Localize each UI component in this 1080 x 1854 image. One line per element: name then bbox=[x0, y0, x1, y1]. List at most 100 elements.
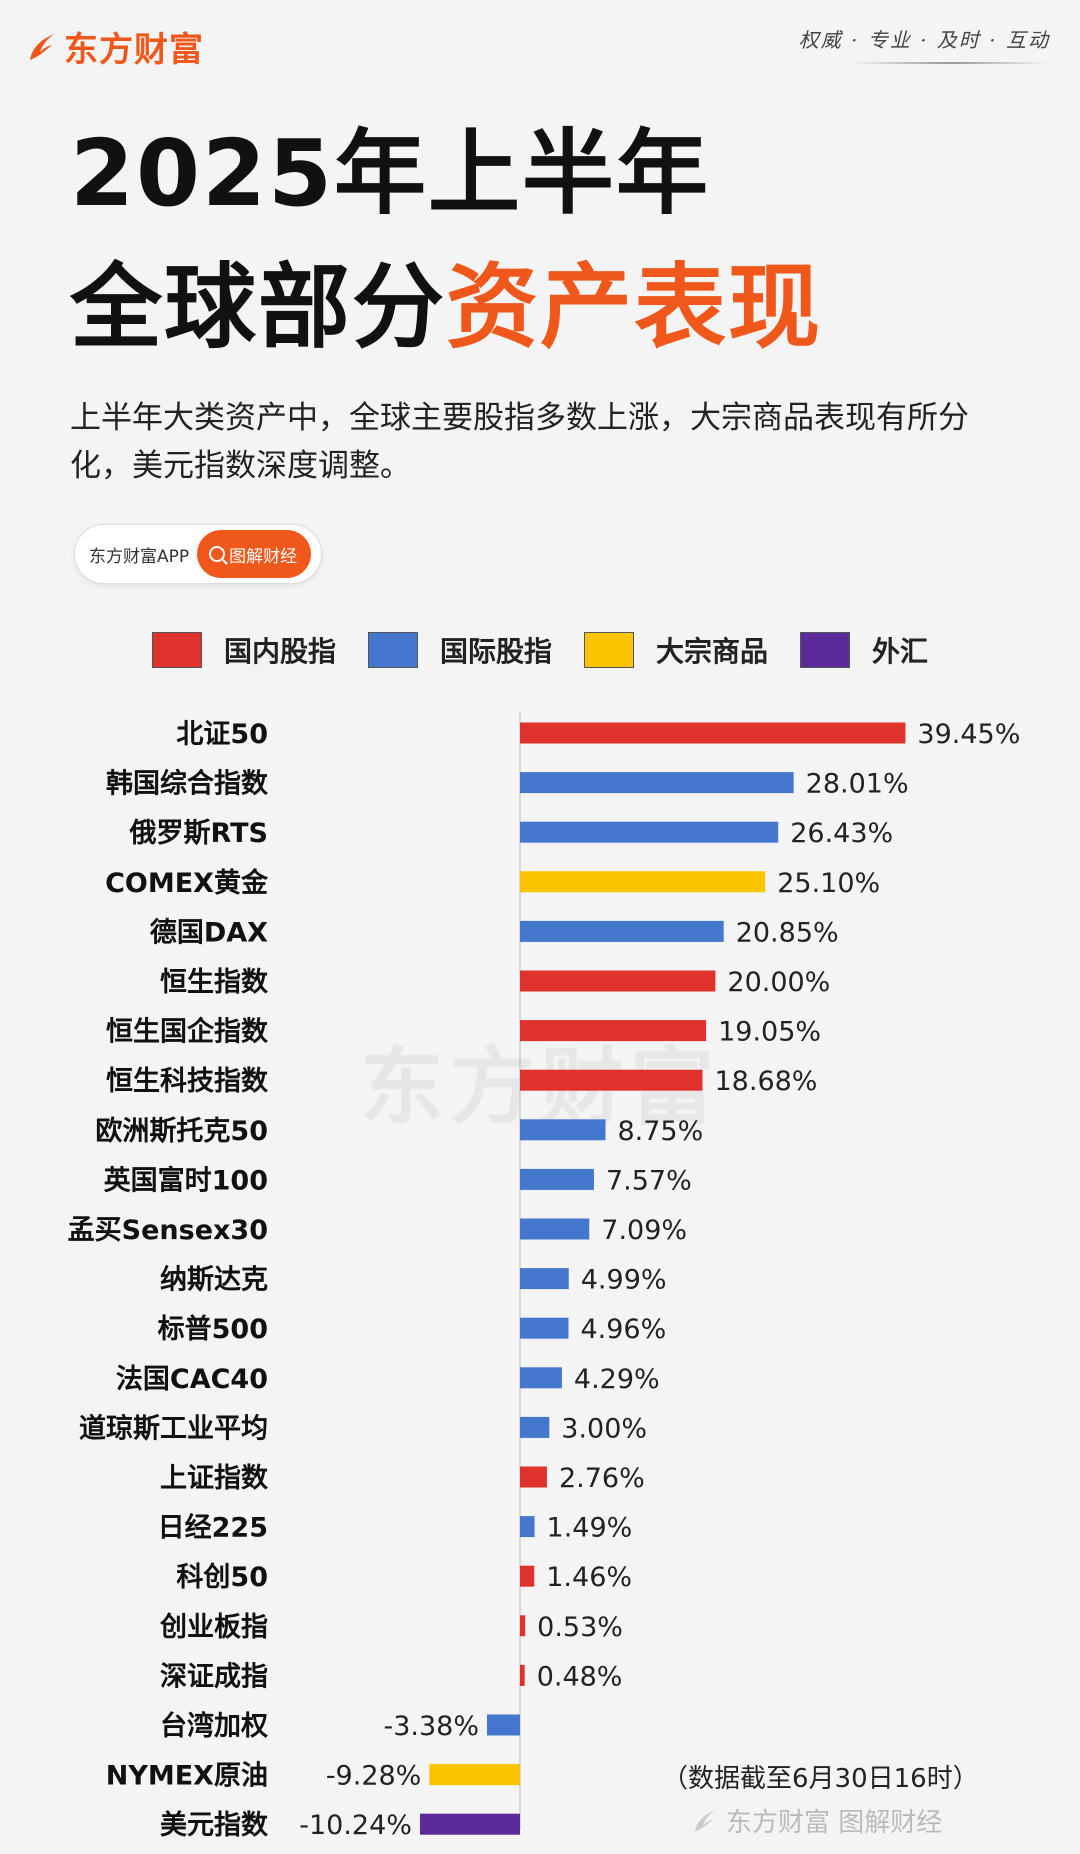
category-label: 标普500 bbox=[158, 1313, 268, 1345]
value-label: -9.28% bbox=[326, 1761, 422, 1792]
bar bbox=[520, 1367, 562, 1389]
data-note: （数据截至6月30日16时） bbox=[662, 1764, 979, 1794]
value-label: 1.46% bbox=[546, 1562, 632, 1593]
bar bbox=[520, 1218, 590, 1240]
flame-logo-icon bbox=[30, 33, 54, 60]
bar bbox=[520, 871, 766, 893]
flame-logo-icon bbox=[694, 1809, 715, 1832]
category-label: 德国DAX bbox=[150, 917, 268, 948]
bar bbox=[520, 1565, 535, 1587]
bar bbox=[520, 970, 716, 992]
page-title-line1: 2025年上半年 bbox=[70, 120, 711, 227]
value-label: 7.57% bbox=[606, 1165, 692, 1196]
category-label: 深证成指 bbox=[160, 1661, 268, 1692]
slogan: 权威 · 专业 · 及时 · 互动 bbox=[798, 28, 1050, 52]
bar bbox=[520, 1416, 550, 1438]
bar bbox=[520, 1466, 547, 1488]
bar bbox=[520, 722, 906, 744]
bar bbox=[520, 1664, 525, 1686]
value-label: 7.09% bbox=[601, 1215, 687, 1246]
value-label: 1.49% bbox=[547, 1513, 633, 1544]
pill-app-label: 东方财富APP bbox=[89, 546, 190, 567]
tujie-caijing-button[interactable]: 图解财经 bbox=[197, 530, 312, 578]
footer-brand: 东方财富 图解财经 bbox=[690, 1802, 942, 1839]
legend: 国内股指 国际股指 大宗商品 外汇 bbox=[152, 630, 960, 670]
category-label: COMEX黄金 bbox=[105, 867, 269, 899]
bar bbox=[520, 1020, 707, 1042]
value-label: 20.85% bbox=[736, 917, 839, 948]
category-label: 俄罗斯RTS bbox=[129, 818, 268, 849]
brand-logo: 东方财富 bbox=[24, 22, 204, 71]
bar bbox=[486, 1714, 520, 1736]
value-label: 39.45% bbox=[917, 719, 1020, 750]
legend-swatch-international bbox=[368, 632, 419, 668]
bar bbox=[520, 772, 794, 794]
legend-item-commodity: 大宗商品 bbox=[584, 630, 768, 670]
value-label: 3.00% bbox=[561, 1413, 647, 1444]
value-label: 20.00% bbox=[727, 967, 830, 998]
legend-item-domestic: 国内股指 bbox=[152, 630, 336, 670]
bar bbox=[520, 1268, 569, 1290]
brand-name: 东方财富 bbox=[64, 30, 204, 70]
legend-swatch-commodity bbox=[584, 632, 635, 668]
title-highlight: 资产表现 bbox=[446, 254, 823, 361]
value-label: 0.53% bbox=[537, 1612, 623, 1643]
bar bbox=[520, 1168, 594, 1190]
app-pill[interactable]: 东方财富APP 图解财经 bbox=[74, 524, 322, 584]
bar bbox=[520, 1516, 535, 1538]
bar bbox=[429, 1764, 520, 1786]
category-label: NYMEX原油 bbox=[106, 1761, 268, 1792]
category-label: 英国富时100 bbox=[104, 1164, 268, 1196]
legend-item-international: 国际股指 bbox=[368, 630, 552, 670]
legend-label: 大宗商品 bbox=[656, 635, 769, 668]
category-label: 恒生国企指数 bbox=[106, 1016, 269, 1048]
description: 上半年大类资产中，全球主要股指多数上涨，大宗商品表现有所分化，美元指数深度调整。 bbox=[70, 400, 969, 484]
category-label: 科创50 bbox=[176, 1562, 268, 1593]
value-label: 4.29% bbox=[574, 1364, 660, 1395]
category-label: 道琼斯工业平均 bbox=[79, 1412, 268, 1444]
category-label: 韩国综合指数 bbox=[106, 768, 269, 800]
legend-label: 外汇 bbox=[872, 635, 929, 668]
bar bbox=[520, 821, 779, 843]
bar bbox=[419, 1813, 520, 1835]
category-label: 法国CAC40 bbox=[116, 1364, 268, 1395]
value-label: 2.76% bbox=[559, 1463, 645, 1494]
bar bbox=[520, 1317, 569, 1339]
footer-label: 东方财富 图解财经 bbox=[726, 1808, 943, 1838]
value-label: 28.01% bbox=[806, 769, 909, 800]
category-label: 欧洲斯托克50 bbox=[95, 1115, 268, 1147]
bar bbox=[520, 1069, 703, 1091]
legend-label: 国内股指 bbox=[224, 635, 337, 668]
value-label: 18.68% bbox=[715, 1066, 818, 1097]
pill-button-label: 图解财经 bbox=[229, 546, 298, 567]
value-label: -3.38% bbox=[383, 1711, 479, 1742]
value-label: 4.99% bbox=[581, 1265, 667, 1296]
value-label: 19.05% bbox=[718, 1017, 821, 1048]
title-plain: 全球部分 bbox=[70, 254, 447, 361]
value-label: 4.96% bbox=[580, 1314, 666, 1345]
legend-swatch-domestic bbox=[152, 632, 202, 668]
legend-label: 国际股指 bbox=[440, 635, 553, 668]
bar bbox=[520, 1119, 606, 1141]
value-label: -10.24% bbox=[299, 1810, 412, 1841]
value-label: 26.43% bbox=[790, 818, 893, 849]
category-label: 日经225 bbox=[158, 1512, 268, 1544]
category-label: 美元指数 bbox=[160, 1809, 269, 1841]
slogan-underline bbox=[850, 62, 1050, 64]
category-label: 纳斯达克 bbox=[160, 1264, 268, 1296]
legend-item-fx: 外汇 bbox=[800, 630, 928, 670]
category-label: 恒生指数 bbox=[160, 967, 269, 998]
legend-swatch-fx bbox=[800, 632, 851, 668]
value-label: 25.10% bbox=[777, 868, 880, 899]
value-label: 8.75% bbox=[617, 1116, 703, 1147]
page-title-line2: 全球部分资产表现 bbox=[70, 262, 822, 354]
bar bbox=[520, 1615, 526, 1637]
category-label: 恒生科技指数 bbox=[106, 1066, 269, 1097]
category-label: 北证50 bbox=[176, 719, 268, 750]
category-label: 创业板指 bbox=[159, 1612, 268, 1643]
bar bbox=[520, 920, 724, 942]
category-label: 上证指数 bbox=[160, 1463, 269, 1494]
category-label: 台湾加权 bbox=[160, 1710, 268, 1742]
category-label: 孟买Sensex30 bbox=[68, 1215, 268, 1246]
